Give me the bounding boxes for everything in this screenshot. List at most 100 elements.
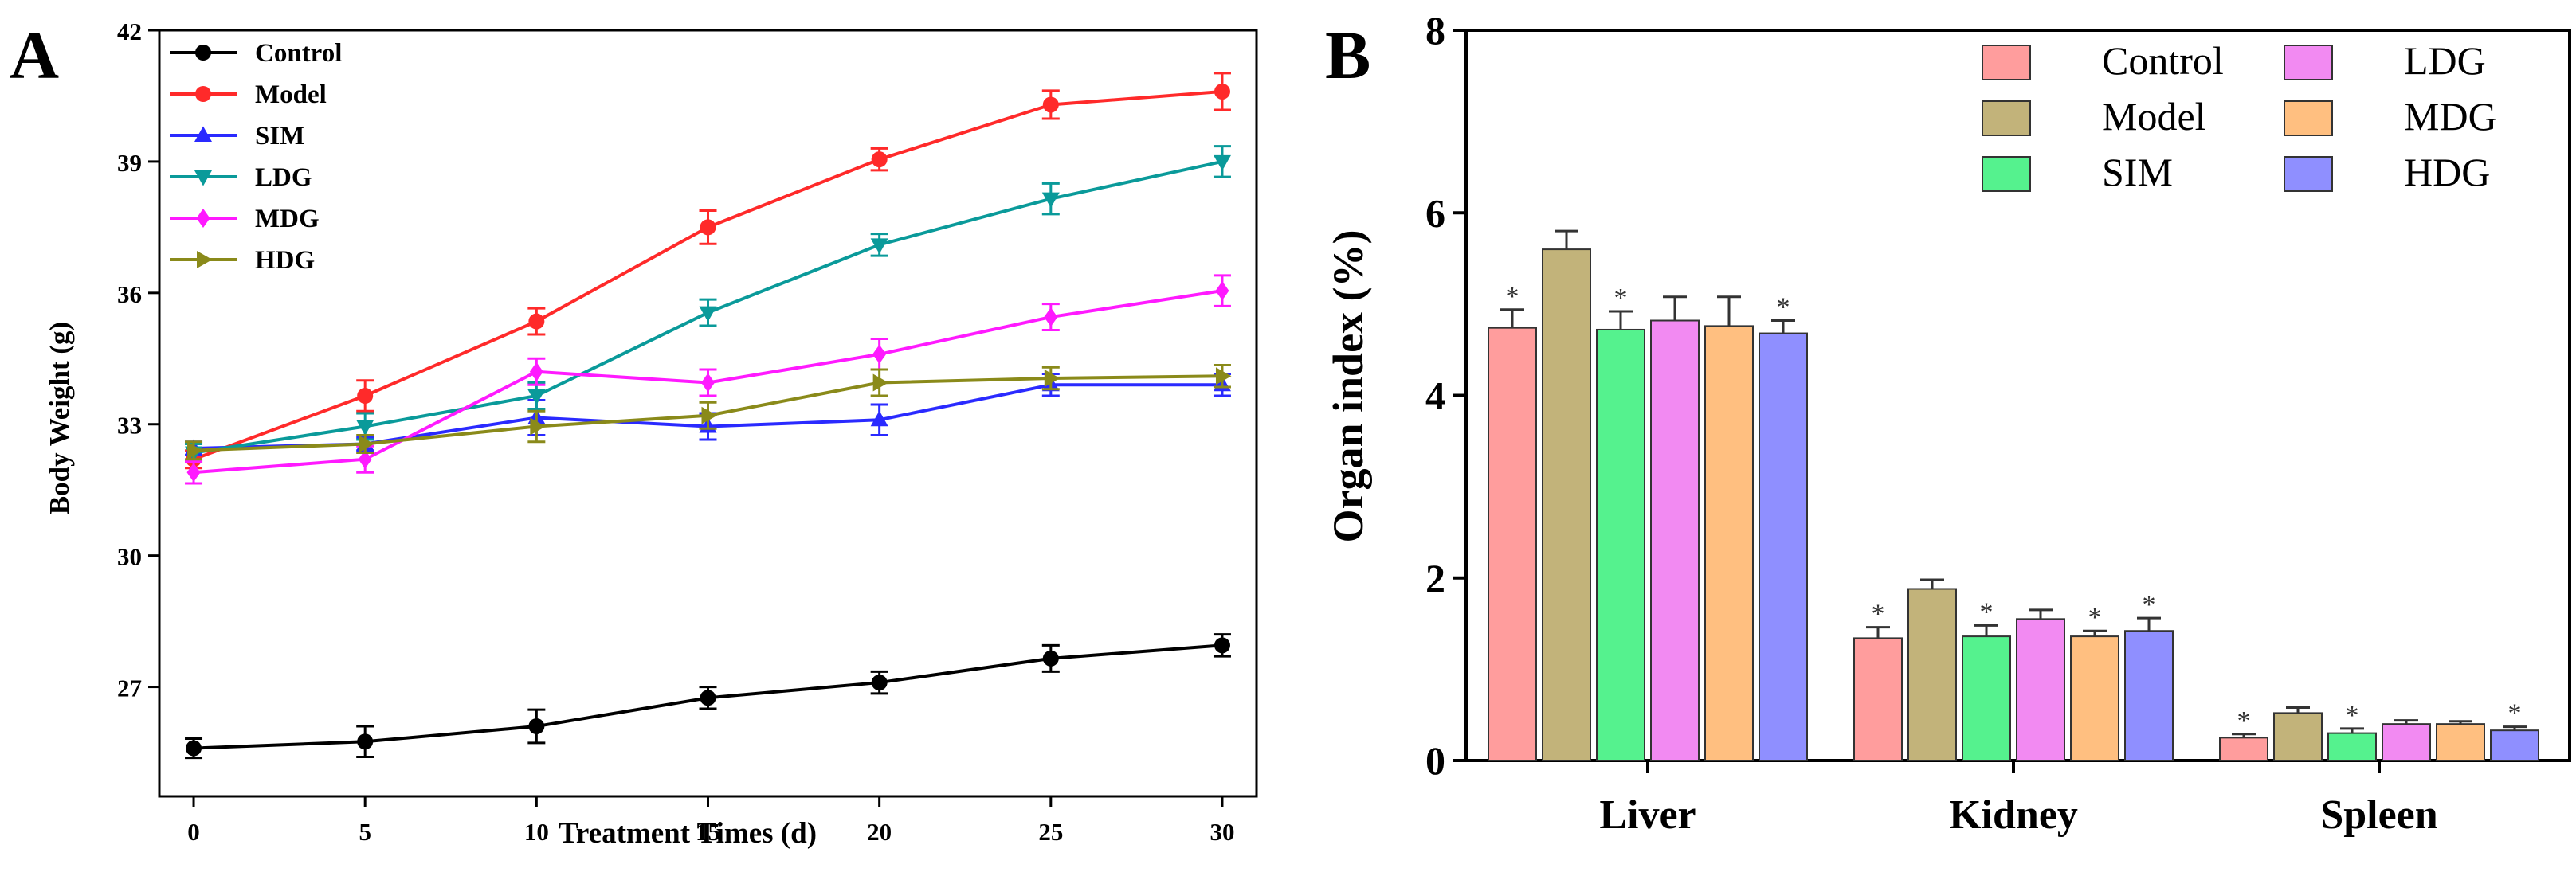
panel-a-x-tick-label: 30 [1210,818,1234,846]
panel-b-significance-marker: * [1777,293,1790,323]
panel-b-bar-group-liver-control: * [1488,282,1537,761]
panel-a-point [700,219,716,236]
panel-a-series-control [185,633,1231,760]
panel-a-x-tick-label: 25 [1038,818,1063,846]
panel-b-y-tick-label: 6 [1425,190,1445,235]
panel-a-point [1215,281,1229,301]
panel-a-point [357,388,374,405]
panel-b-bar [2490,729,2539,762]
panel-a-point [530,417,546,436]
panel-a-point [871,151,888,168]
legend-entry-hdg: HDG [255,246,315,275]
panel-a-y-tick-label: 42 [117,18,142,45]
panel-a-point [358,449,372,469]
legend-entry-sim: SIM [2102,150,2173,194]
panel-a-point [529,362,543,381]
panel-b-significance-marker: * [1506,282,1519,311]
panel-b-bar [1704,325,1754,761]
panel-a-point [701,406,717,424]
legend-swatch-marker [197,251,213,268]
legend-swatch-marker [194,126,212,142]
panel-b-bar [1596,328,1645,762]
panel-a-point [1044,370,1061,388]
legend-entry-sim: SIM [255,122,304,151]
legend-entry-ldg: LDG [2404,38,2486,83]
panel-a-point [186,740,202,757]
panel-b-bar-group-liver-hdg: * [1759,293,1808,761]
legend-entry-hdg: HDG [2404,150,2490,194]
legend-swatch [2284,156,2333,192]
legend-entry-mdg: MDG [2404,94,2497,139]
panel-b-bar-group-spleen-model [2273,706,2323,762]
panel-b-bar-group-spleen-control: * [2219,706,2268,761]
panel-b-y-tick-label: 2 [1425,556,1445,600]
panel-b-significance-marker: * [1614,283,1628,313]
panel-a-point [186,463,201,483]
panel-a-x-tick-label: 0 [187,818,200,846]
panel-a-series-hdg [185,364,1232,461]
panel-a-x-tick-label: 5 [359,818,371,846]
panel-b-bar-group-kidney-control: * [1853,600,1903,762]
panel-b-bar [2219,737,2268,761]
panel-a-point [1215,367,1232,385]
panel-b-significance-marker: * [2346,701,2359,730]
legend-swatch-marker [195,45,211,61]
panel-a-point [187,441,203,459]
panel-b-category-label-liver: Liver [1599,792,1696,838]
panel-b-bar [1853,637,1903,762]
panel-b-bar-group-liver-mdg [1704,295,1754,761]
panel-b-bar [1962,635,2011,761]
panel-b-y-tick-label: 8 [1425,8,1445,53]
panel-a-point [700,690,716,706]
panel-a-point [357,733,374,750]
panel-b-organ-index-chart: B Organ index (%) 0 2 4 6 8 Liver * * * Kidney * * *… [1324,8,2571,838]
panel-a-point [527,389,546,405]
panel-b-bar [1759,332,1808,761]
panel-b-significance-marker: * [2143,590,2156,620]
panel-a-label: A [10,17,59,93]
panel-a-point [872,344,887,364]
panel-a-y-axis-label: Body Weight (g) [44,322,75,514]
panel-b-bar-group-spleen-hdg: * [2490,699,2539,762]
panel-b-significance-marker: * [2088,603,2102,632]
panel-b-y-tick-label: 0 [1425,738,1445,783]
panel-a-point [356,420,374,436]
panel-b-category-label-kidney: Kidney [1949,792,2078,838]
panel-b-bar [2124,630,2174,761]
panel-b-bar [2273,712,2323,762]
panel-a-point [870,410,888,427]
panel-b-bar [2327,732,2377,761]
panel-a-point [1213,154,1231,171]
panel-b-bar [2436,723,2485,762]
panel-b-category-label-spleen: Spleen [2320,792,2437,838]
panel-a-point [1042,96,1059,113]
panel-a-body-weight-chart: A Treatment Times (d) Body Weight (g) 27… [10,17,1258,850]
panel-a-y-tick-label: 27 [117,675,142,702]
panel-b-bar-group-liver-model [1542,229,1591,762]
legend-swatch [2284,45,2333,80]
legend-swatch [1982,100,2031,136]
panel-a-y-tick-label: 39 [117,149,142,177]
panel-a-point [528,718,545,735]
panel-a-point [1214,637,1230,654]
panel-a-point [359,435,374,453]
panel-a-x-tick-label: 20 [867,818,892,846]
legend-entry-model: Model [255,80,327,109]
panel-a-legend: Control Model SIM LDG MDG HDG [170,39,342,275]
legend-swatch-marker [196,209,210,228]
panel-b-bar [1542,248,1591,762]
panel-b-y-axis-label: Organ index (%) [1324,229,1372,542]
panel-a-point [699,306,717,323]
panel-b-bar [1907,588,1957,761]
panel-a-point [701,373,715,393]
legend-entry-mdg: MDG [255,205,320,233]
panel-b-legend: Control Model SIM LDG MDG HDG [1982,38,2497,194]
panel-b-bar-group-kidney-sim: * [1962,597,2011,761]
panel-a-point [1044,307,1058,327]
panel-a-point [1042,650,1059,667]
panel-b-bar-group-kidney-hdg: * [2124,590,2174,761]
legend-entry-control: Control [255,39,342,68]
legend-entry-model: Model [2102,94,2206,139]
panel-b-bar-group-liver-sim: * [1596,283,1645,762]
